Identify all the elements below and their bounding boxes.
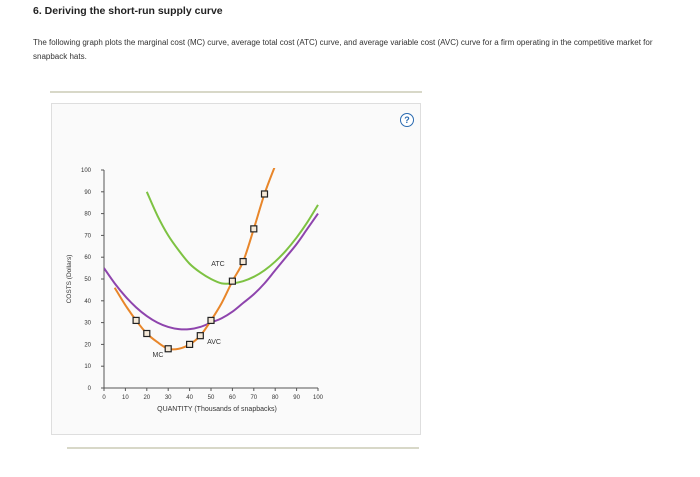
question-intro: The following graph plots the marginal c… [33, 38, 653, 61]
graph-panel [51, 103, 421, 435]
question-heading: 6. Deriving the short-run supply curve [33, 5, 223, 17]
question-circle-icon[interactable]: ? [400, 113, 414, 127]
top-divider [50, 91, 422, 93]
bottom-divider [67, 447, 419, 449]
